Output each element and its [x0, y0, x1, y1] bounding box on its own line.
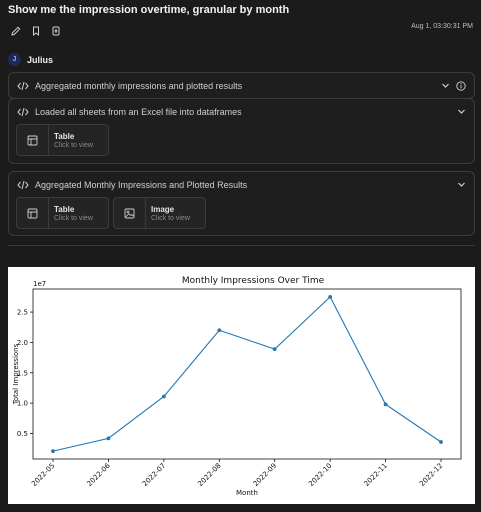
divider: [8, 245, 475, 246]
export-icon[interactable]: [50, 25, 62, 37]
table-attachment[interactable]: Table Click to view: [16, 124, 109, 156]
data-point: [328, 294, 333, 299]
chart-image[interactable]: Monthly Impressions Over Time 1e7 Total …: [8, 267, 475, 504]
y-tick-label: 2.0: [17, 339, 28, 347]
image-attachment[interactable]: Image Click to view: [113, 197, 206, 229]
step-title: Aggregated monthly impressions and plott…: [35, 80, 243, 91]
code-icon: [17, 107, 29, 117]
x-tick-label: 2022-06: [86, 461, 113, 488]
code-icon: [17, 180, 29, 190]
table-attachment[interactable]: Table Click to view: [16, 197, 109, 229]
attachment-subtitle: Click to view: [54, 214, 93, 222]
step-header[interactable]: Loaded all sheets from an Excel file int…: [9, 99, 474, 124]
data-point: [383, 402, 388, 407]
chevron-down-icon[interactable]: [457, 180, 466, 189]
plot-area: [32, 288, 462, 460]
attachment-title: Table: [54, 131, 75, 141]
x-tick-label: 2022-07: [141, 462, 167, 488]
data-point: [272, 347, 277, 352]
chart-title: Monthly Impressions Over Time: [182, 276, 325, 286]
pencil-icon[interactable]: [10, 25, 22, 37]
y-tick-label: 2.5: [17, 309, 28, 317]
x-tick-label: 2022-08: [196, 462, 222, 488]
series-line: [52, 295, 442, 452]
message-timestamp: Aug 1, 03:30:31 PM: [411, 23, 473, 30]
agent-name: Julius: [27, 54, 54, 65]
attachments: Table Click to view: [9, 124, 474, 156]
step-header[interactable]: Aggregated monthly impressions and plott…: [9, 73, 474, 98]
agent-header: J Julius: [8, 53, 53, 66]
chevron-down-icon[interactable]: [457, 107, 466, 116]
y-tick-label: 0.5: [17, 430, 28, 438]
step-header[interactable]: Aggregated Monthly Impressions and Plott…: [9, 172, 474, 197]
attachment-subtitle: Click to view: [151, 214, 190, 222]
line-chart: Monthly Impressions Over Time 1e7 Total …: [12, 276, 462, 497]
attachment-title: Image: [151, 204, 175, 214]
attachments: Table Click to view Image Click to view: [9, 197, 474, 229]
step-card: Aggregated monthly impressions and plott…: [8, 72, 475, 99]
step-title: Aggregated Monthly Impressions and Plott…: [35, 179, 248, 190]
code-icon: [17, 81, 29, 91]
y-exponent-label: 1e7: [33, 280, 46, 288]
x-axis-label: Month: [236, 489, 258, 497]
data-point: [161, 394, 166, 399]
x-tick-label: 2022-10: [307, 462, 333, 488]
x-tick-label: 2022-05: [30, 462, 56, 488]
chevron-down-icon[interactable]: [441, 81, 450, 90]
info-icon[interactable]: [456, 80, 466, 91]
step-card: Aggregated Monthly Impressions and Plott…: [8, 171, 475, 236]
user-prompt: Show me the impression overtime, granula…: [8, 4, 290, 16]
attachment-title: Table: [54, 204, 75, 214]
x-tick-label: 2022-09: [252, 462, 278, 488]
avatar: J: [8, 53, 21, 66]
message-toolbar: [10, 25, 62, 37]
x-tick-label: 2022-11: [363, 462, 389, 488]
y-tick-label: 1.0: [17, 400, 28, 408]
y-tick-label: 1.5: [17, 369, 28, 377]
step-title: Loaded all sheets from an Excel file int…: [35, 106, 242, 117]
bookmark-icon[interactable]: [30, 25, 42, 37]
image-icon: [114, 198, 146, 228]
x-tick-label: 2022-12: [418, 462, 444, 488]
step-card: Loaded all sheets from an Excel file int…: [8, 98, 475, 164]
y-axis-label: Total Impressions: [12, 343, 20, 405]
table-icon: [17, 198, 49, 228]
data-point: [217, 328, 222, 333]
data-point: [106, 436, 111, 441]
data-point: [51, 449, 55, 454]
table-icon: [17, 125, 49, 155]
data-point: [439, 440, 443, 444]
attachment-subtitle: Click to view: [54, 141, 93, 149]
